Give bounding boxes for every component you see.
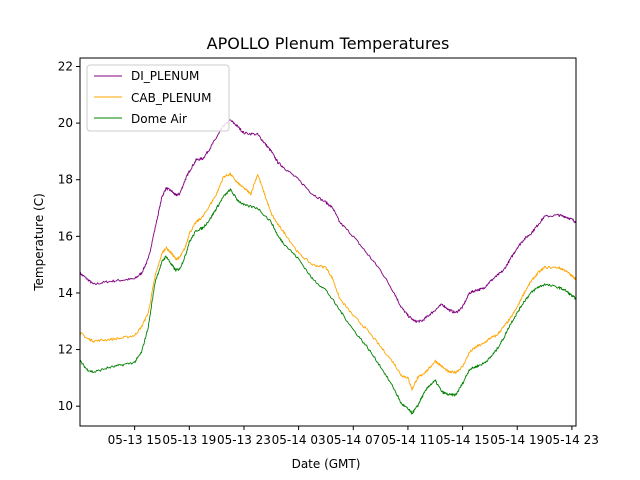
x-tick-label: 05-14 23 <box>545 433 599 447</box>
x-tick-label: 05-13 23 <box>217 433 271 447</box>
legend-label-dome-air: Dome Air <box>131 112 187 126</box>
y-tick-label: 10 <box>58 399 73 413</box>
y-tick-label: 12 <box>58 343 73 357</box>
series-layer <box>80 119 576 415</box>
x-tick-label: 05-14 19 <box>490 433 544 447</box>
legend-box <box>86 64 230 132</box>
chart-title: APOLLO Plenum Temperatures <box>207 34 450 53</box>
x-tick-label: 05-13 19 <box>162 433 216 447</box>
x-axis-label: Date (GMT) <box>292 457 361 471</box>
legend: DI_PLENUM CAB_PLENUM Dome Air <box>86 64 230 132</box>
y-tick-label: 22 <box>58 59 73 73</box>
plot-area <box>79 57 577 427</box>
y-axis: 10 12 14 16 18 20 22 <box>58 59 80 413</box>
x-tick-label: 05-13 15 <box>108 433 162 447</box>
series-line-dome-air <box>80 188 576 415</box>
x-tick-label: 05-14 07 <box>326 433 380 447</box>
series-line-di-plenum <box>80 119 576 323</box>
x-tick-label: 05-14 03 <box>272 433 326 447</box>
x-axis: 05-13 15 05-13 19 05-13 23 05-14 03 05-14 07… <box>108 426 599 447</box>
legend-label-cab-plenum: CAB_PLENUM <box>131 91 211 105</box>
y-tick-label: 16 <box>58 229 73 243</box>
plot-frame <box>79 57 577 427</box>
y-axis-label: Temperature (C) <box>32 193 46 292</box>
x-tick-label: 05-14 11 <box>381 433 435 447</box>
legend-label-di-plenum: DI_PLENUM <box>131 69 199 83</box>
y-tick-label: 20 <box>58 116 73 130</box>
series-line-cab-plenum <box>80 172 576 391</box>
y-tick-label: 18 <box>58 173 73 187</box>
x-tick-label: 05-14 15 <box>436 433 490 447</box>
y-tick-label: 14 <box>58 286 73 300</box>
